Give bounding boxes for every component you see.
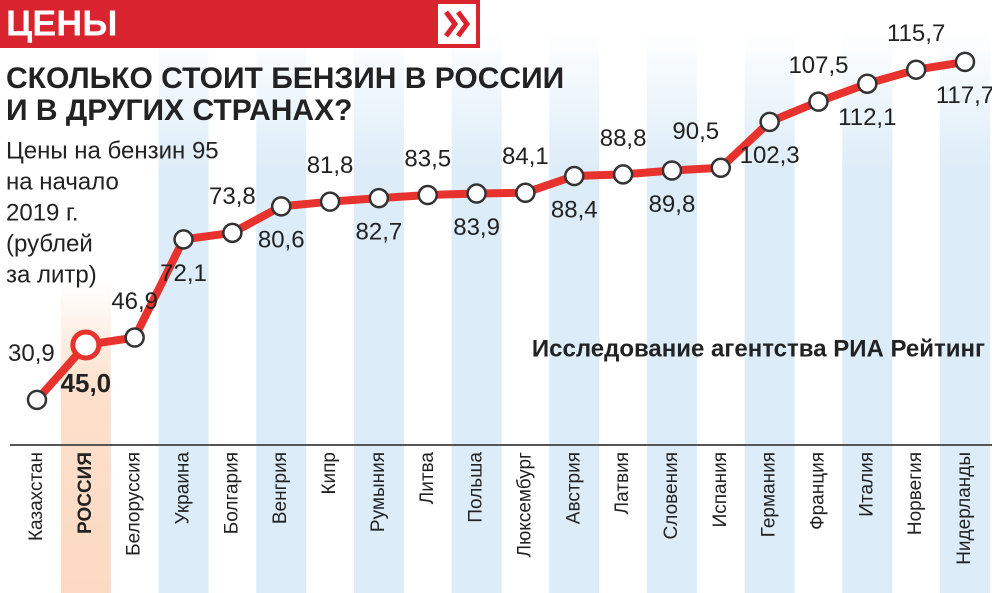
x-tick-label: РОССИЯ: [75, 452, 96, 534]
column-band: [451, 30, 502, 593]
x-tick-label: Италия: [856, 452, 877, 517]
marker: [70, 329, 102, 361]
x-tick-label: Венгрия: [270, 452, 291, 524]
marker: [759, 111, 780, 133]
marker: [173, 229, 194, 250]
marker: [466, 183, 487, 204]
marker: [26, 389, 48, 411]
value-label: 88,4: [551, 196, 598, 223]
column-band: [353, 30, 404, 593]
value-label: 88,8: [600, 125, 647, 152]
marker: [710, 157, 732, 179]
bands: [60, 30, 990, 593]
value-label: 83,5: [404, 145, 451, 172]
value-label: 117,7: [936, 82, 992, 109]
marker: [857, 73, 878, 94]
marker: [319, 191, 341, 212]
header-bar: [0, 0, 480, 48]
column-band: [940, 30, 990, 593]
value-label: 83,9: [453, 214, 500, 241]
value-label: 30,9: [8, 340, 55, 367]
value-label: 72,1: [160, 260, 207, 287]
value-label: 80,6: [258, 227, 305, 254]
chevrons: [444, 10, 471, 38]
subtitle-line: на начало: [6, 168, 119, 195]
value-label: 115,7: [887, 20, 945, 47]
value-label: 90,5: [672, 118, 719, 145]
x-tick-label: Украина: [173, 452, 194, 525]
marker: [417, 184, 438, 206]
marker: [808, 91, 829, 112]
highlight-band: [60, 280, 111, 593]
marker: [612, 164, 634, 185]
x-tick-label: Латвия: [612, 452, 633, 514]
x-tick-label: Белоруссия: [124, 452, 145, 556]
marker: [515, 182, 536, 203]
marker: [368, 187, 390, 209]
marker: [905, 59, 927, 80]
value-label: 81,8: [307, 152, 354, 179]
value-label: 46,9: [111, 288, 158, 315]
x-tick-label: Словения: [661, 452, 682, 539]
column-band: [256, 30, 307, 593]
column-band: [549, 30, 600, 593]
x-tick-label: Испания: [710, 452, 731, 527]
subtitle-line: Цены на бензин 95: [6, 137, 219, 164]
x-tick-label: Австрия: [563, 452, 584, 524]
x-tick-label: Норвегия: [905, 452, 926, 535]
x-tick-label: Нидерланды: [954, 452, 975, 565]
marker: [124, 327, 145, 348]
value-label: 112,1: [838, 104, 896, 131]
marker: [661, 160, 683, 181]
x-tick-label: Румыния: [368, 452, 389, 532]
column-band: [158, 30, 209, 593]
marker: [954, 51, 976, 73]
header: ЦЕНЫ: [6, 3, 118, 44]
subtitle-line: за литр): [6, 261, 97, 288]
subtitle-line: (рублей: [6, 230, 93, 257]
column-band: [646, 30, 697, 593]
x-tick-label: Казахстан: [26, 452, 47, 541]
column-band: [842, 30, 893, 593]
marker: [222, 222, 243, 244]
x-tick-label: Люксембург: [514, 452, 535, 557]
value-label: 82,7: [356, 219, 403, 246]
value-label: 102,3: [740, 142, 800, 169]
x-tick-label: Литва: [417, 452, 438, 505]
value-label: 45,0: [61, 368, 112, 398]
value-label: 84,1: [502, 143, 549, 170]
value-label: 107,5: [788, 52, 848, 79]
title-line: СКОЛЬКО СТОИТ БЕНЗИН В РОССИИ: [6, 62, 564, 95]
subtitle-line: 2019 г.: [6, 199, 79, 226]
x-tick-label: Германия: [759, 452, 780, 537]
value-label: 73,8: [209, 183, 256, 210]
x-tick-label: Польша: [466, 452, 487, 523]
title-line: И В ДРУГИХ СТРАНАХ?: [6, 94, 352, 127]
marker: [270, 196, 292, 217]
source: Исследование агентства РИА Рейтинг: [532, 335, 985, 362]
marker: [564, 165, 585, 187]
x-tick-label: Кипр: [319, 452, 340, 495]
x-tick-label: Франция: [807, 452, 828, 530]
x-tick-label: Болгария: [221, 452, 242, 534]
value-label: 89,8: [649, 191, 696, 218]
